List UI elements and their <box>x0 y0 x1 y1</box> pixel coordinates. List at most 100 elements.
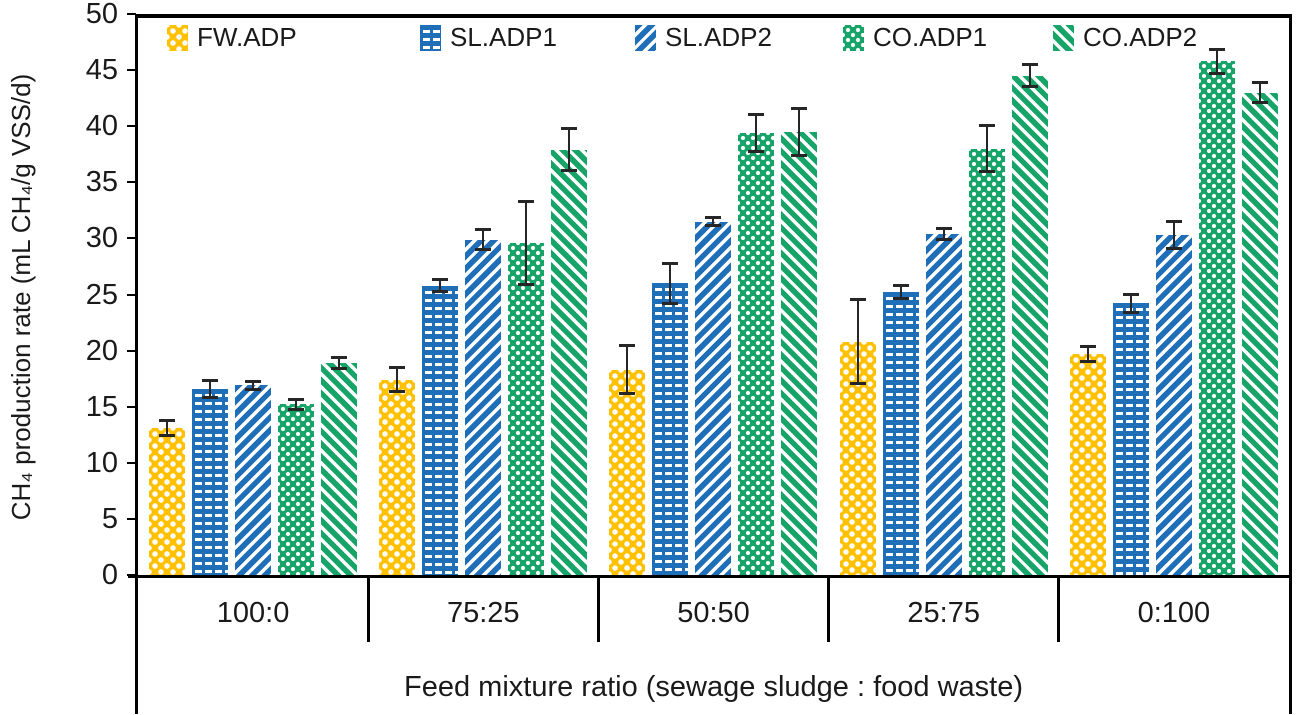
bar-FW.ADP-75:25 <box>379 366 416 575</box>
bar-group-0:100 <box>1059 14 1289 575</box>
error-bar-line <box>209 378 212 399</box>
bar-CO.ADP2-25:75 <box>1011 63 1048 575</box>
error-bar-line <box>295 397 298 412</box>
error-bar-line <box>798 107 801 157</box>
bar-SL.ADP2-0:100 <box>1155 220 1192 575</box>
error-bar-cap <box>245 388 262 391</box>
error-bar-line <box>1172 220 1175 250</box>
bar-FW.ADP-0:100 <box>1069 345 1106 575</box>
error-bar-cap <box>1251 100 1268 104</box>
error-bar-cap <box>288 408 305 412</box>
error-bar-cap <box>1208 71 1225 75</box>
error-bar <box>849 297 866 386</box>
error-bar <box>935 227 952 241</box>
error-bar-cap <box>432 290 449 294</box>
error-bar-cap <box>892 284 909 288</box>
error-bar <box>432 277 449 294</box>
plot-border-right <box>1289 14 1292 714</box>
error-bar-line <box>482 228 485 251</box>
x-category-label: 0:100 <box>1137 597 1211 629</box>
error-bar-line <box>1258 81 1261 104</box>
bar-CO.ADP1-25:75 <box>968 123 1005 575</box>
y-tick-mark <box>127 349 136 352</box>
y-tick-label: 25 <box>85 278 118 311</box>
y-tick-label: 0 <box>101 559 118 591</box>
error-bar <box>619 343 636 396</box>
error-bar <box>1208 47 1225 75</box>
error-bar-cap <box>475 228 492 232</box>
error-bar <box>331 356 348 370</box>
error-bar-cap <box>1021 85 1038 89</box>
error-bar <box>288 397 305 412</box>
bar-CO.ADP2-75:25 <box>551 127 588 575</box>
error-bar-line <box>338 356 341 370</box>
error-bar-cap <box>1021 63 1038 67</box>
error-bar-cap <box>1122 310 1139 314</box>
error-bar-line <box>1129 293 1132 314</box>
y-tick-mark <box>127 69 136 72</box>
plot-area <box>138 14 1289 575</box>
error-bar <box>705 215 722 228</box>
bar-FW.ADP-50:50 <box>609 343 646 575</box>
y-tick-mark <box>127 405 136 408</box>
x-category-label: 75:25 <box>446 597 520 629</box>
error-bar-cap <box>978 170 995 174</box>
error-bar-cap <box>159 419 176 423</box>
error-bar-cap <box>705 215 722 219</box>
error-bar-cap <box>662 261 679 265</box>
error-bar-cap <box>748 112 765 116</box>
legend-label: FW.ADP <box>197 22 297 52</box>
y-tick-mark <box>127 517 136 520</box>
y-tick-label: 50 <box>85 0 118 30</box>
bar-group-50:50 <box>598 14 828 575</box>
bar-SL.ADP1-100:0 <box>192 378 229 575</box>
bar-CO.ADP2-0:100 <box>1241 81 1278 575</box>
error-bar-cap <box>288 397 305 401</box>
error-bar-line <box>568 127 571 173</box>
error-bar-line <box>942 227 945 241</box>
y-tick-mark <box>127 461 136 464</box>
bar-CO.ADP1-75:25 <box>508 200 545 575</box>
bar-group-25:75 <box>829 14 1059 575</box>
x-category-label: 100:0 <box>216 597 290 629</box>
error-bar <box>662 261 679 305</box>
error-bar <box>389 366 406 394</box>
legend-item-SL.ADP2: SL.ADP2 <box>635 22 772 53</box>
error-bar <box>561 127 578 173</box>
error-bar-cap <box>331 366 348 370</box>
error-bar-line <box>1028 63 1031 89</box>
error-bar-cap <box>432 277 449 281</box>
error-bar <box>159 419 176 437</box>
error-bar-line <box>525 200 528 286</box>
error-bar-cap <box>518 200 535 204</box>
error-bar <box>1122 293 1139 314</box>
error-bar-line <box>985 123 988 174</box>
legend-label: CO.ADP1 <box>873 22 988 52</box>
error-bar <box>518 200 535 286</box>
bar-SL.ADP2-75:25 <box>465 228 502 575</box>
x-category-label: 50:50 <box>677 597 750 629</box>
legend-swatch-diagonal-down-stripes-on-green <box>1053 24 1074 51</box>
legend-label: CO.ADP2 <box>1083 22 1198 52</box>
error-bar <box>1079 345 1096 363</box>
bar-SL.ADP2-100:0 <box>235 379 272 575</box>
error-bar <box>202 378 219 399</box>
bar-SL.ADP1-0:100 <box>1112 293 1149 575</box>
bar-CO.ADP1-100:0 <box>278 397 315 575</box>
error-bar-cap <box>245 379 262 383</box>
error-bar-cap <box>159 434 176 437</box>
y-tick-label: 40 <box>85 110 118 143</box>
y-tick-label: 30 <box>85 222 118 255</box>
error-bar-line <box>856 297 859 386</box>
error-bar-cap <box>978 123 995 127</box>
error-bar-cap <box>561 169 578 173</box>
error-bar-line <box>166 419 169 437</box>
error-bar-cap <box>202 395 219 399</box>
error-bar-cap <box>1122 293 1139 297</box>
plot-border-top <box>135 14 1292 18</box>
y-tick-label: 45 <box>85 54 118 87</box>
error-bar-cap <box>1165 246 1182 250</box>
bar-SL.ADP2-50:50 <box>695 215 732 575</box>
y-tick-mark <box>127 181 136 184</box>
